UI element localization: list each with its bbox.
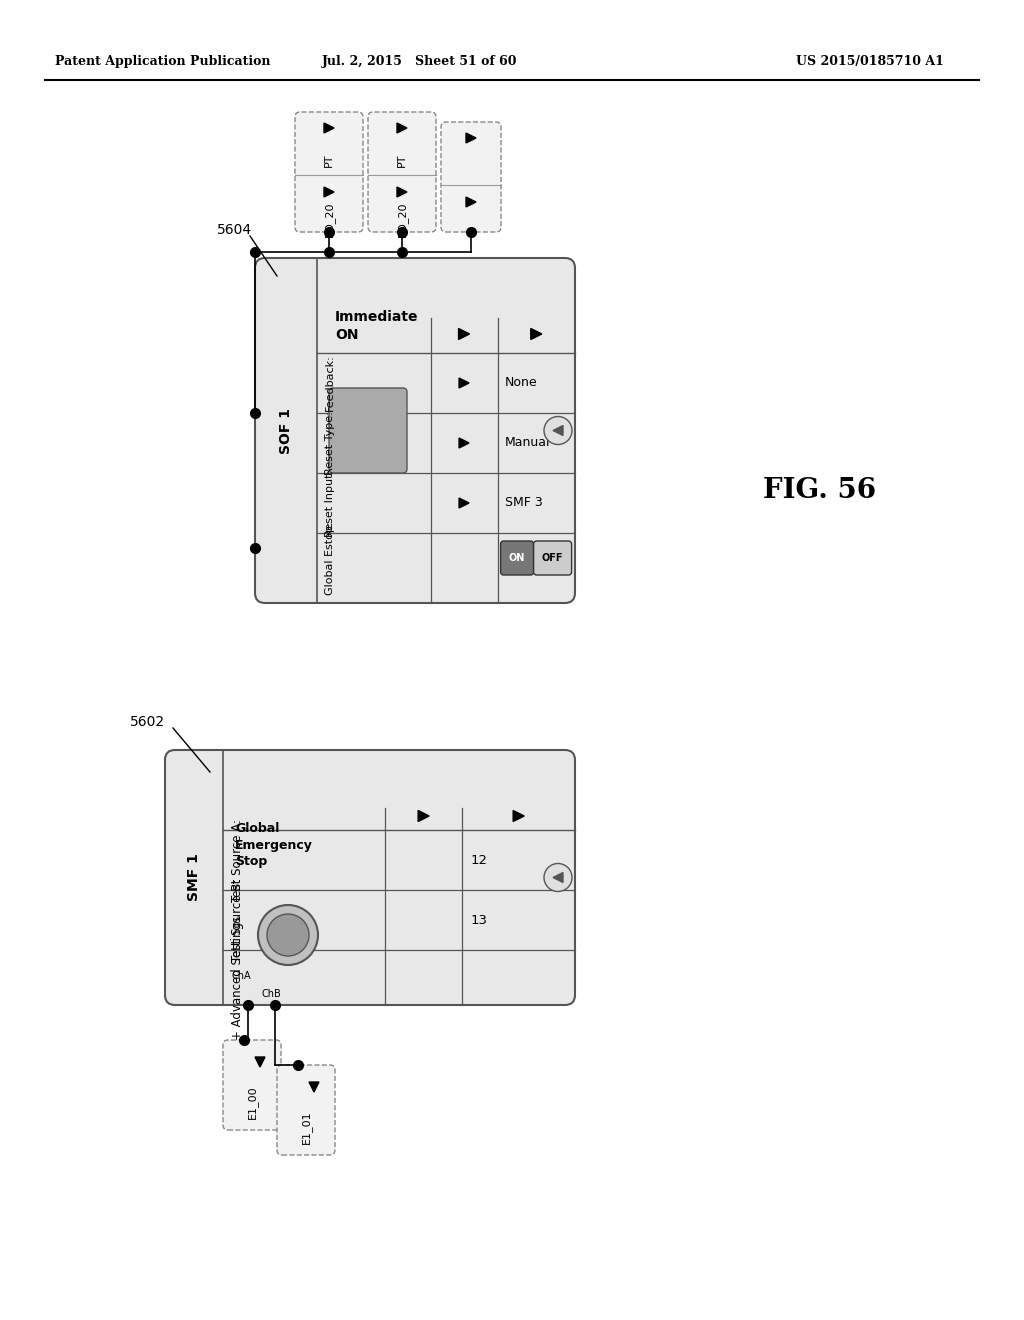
Text: FIG. 56: FIG. 56: [764, 477, 877, 503]
FancyBboxPatch shape: [534, 541, 571, 576]
Polygon shape: [513, 810, 524, 821]
Text: 13: 13: [470, 913, 487, 927]
FancyBboxPatch shape: [223, 1040, 281, 1130]
Polygon shape: [530, 329, 542, 339]
Polygon shape: [324, 187, 334, 197]
Text: Reset Type:: Reset Type:: [325, 411, 335, 475]
Polygon shape: [255, 1057, 265, 1067]
Polygon shape: [459, 329, 470, 339]
Text: + Advanced Settings: + Advanced Settings: [231, 916, 244, 1040]
Text: Patent Application Publication: Patent Application Publication: [55, 55, 270, 69]
Polygon shape: [459, 438, 469, 447]
FancyBboxPatch shape: [255, 257, 575, 603]
Text: 5602: 5602: [130, 715, 165, 729]
Text: ChB: ChB: [261, 989, 281, 999]
Circle shape: [267, 913, 309, 956]
Polygon shape: [553, 425, 563, 436]
Circle shape: [544, 417, 572, 445]
Text: OFF: OFF: [542, 553, 563, 564]
Text: Manual: Manual: [505, 437, 550, 450]
Polygon shape: [324, 123, 334, 133]
Text: 12: 12: [470, 854, 487, 866]
FancyBboxPatch shape: [501, 541, 534, 576]
Text: E1_01: E1_01: [301, 1110, 311, 1144]
Polygon shape: [309, 1082, 319, 1092]
Polygon shape: [397, 123, 407, 133]
Text: None: None: [505, 376, 538, 389]
Circle shape: [544, 863, 572, 891]
Text: PT: PT: [397, 153, 407, 166]
Text: ON: ON: [509, 553, 525, 564]
FancyBboxPatch shape: [295, 112, 362, 232]
Text: 5604: 5604: [217, 223, 252, 238]
Polygon shape: [418, 810, 429, 821]
Text: SMF 3: SMF 3: [505, 496, 543, 510]
Text: Jul. 2, 2015   Sheet 51 of 60: Jul. 2, 2015 Sheet 51 of 60: [323, 55, 518, 69]
Text: Immediate
ON: Immediate ON: [335, 310, 419, 342]
Text: ChA: ChA: [231, 972, 251, 981]
Polygon shape: [397, 187, 407, 197]
Text: US 2015/0185710 A1: US 2015/0185710 A1: [796, 55, 944, 69]
Text: Reset Input:: Reset Input:: [325, 470, 335, 536]
Text: E1_00: E1_00: [247, 1085, 257, 1119]
Text: Global Estop:: Global Estop:: [325, 521, 335, 595]
Circle shape: [258, 906, 318, 965]
Polygon shape: [553, 873, 563, 883]
Text: EO_20: EO_20: [396, 201, 408, 236]
Text: SOF 1: SOF 1: [279, 408, 293, 454]
Text: Test Source A:: Test Source A:: [231, 818, 244, 902]
FancyBboxPatch shape: [441, 121, 501, 232]
Text: EO_20: EO_20: [324, 201, 335, 236]
FancyBboxPatch shape: [368, 112, 436, 232]
Polygon shape: [459, 498, 469, 508]
Text: PT: PT: [324, 153, 334, 166]
Polygon shape: [459, 378, 469, 388]
Polygon shape: [466, 133, 476, 143]
FancyBboxPatch shape: [329, 388, 407, 473]
Text: Test Source B:: Test Source B:: [231, 878, 244, 962]
Polygon shape: [466, 197, 476, 207]
Text: Feedback:: Feedback:: [325, 355, 335, 412]
FancyBboxPatch shape: [165, 750, 575, 1005]
Text: SMF 1: SMF 1: [187, 854, 201, 902]
Text: Global
Emergency
Stop: Global Emergency Stop: [234, 821, 313, 869]
FancyBboxPatch shape: [278, 1065, 335, 1155]
